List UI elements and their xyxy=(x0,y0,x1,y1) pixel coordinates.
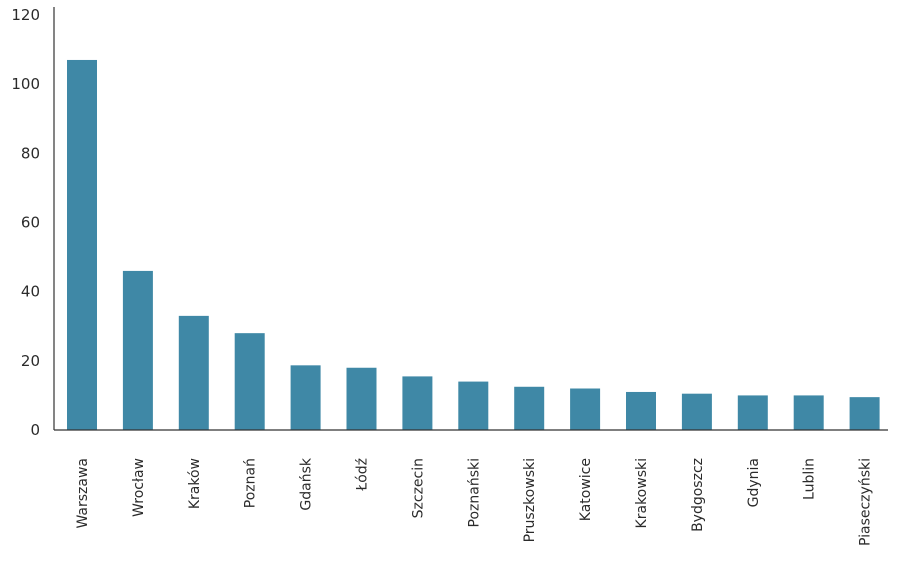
bar xyxy=(402,376,433,430)
x-tick-label: Szczecin xyxy=(410,458,426,518)
bar xyxy=(514,386,545,430)
bars xyxy=(67,59,880,430)
x-tick-label: Poznań xyxy=(243,458,259,508)
y-tick-label: 120 xyxy=(11,6,40,24)
x-tick-label: Pruszkowski xyxy=(522,458,538,542)
y-tick-label: 80 xyxy=(21,144,40,162)
x-tick-label: Lublin xyxy=(802,458,818,500)
x-tick-label: Kraków xyxy=(187,458,203,509)
bar xyxy=(346,367,377,430)
x-tick-label: Katowice xyxy=(578,458,594,521)
x-axis-labels: Warszawa Wrocław Kraków Poznań Gdańsk Łódź Szc… xyxy=(75,457,874,546)
bar xyxy=(458,381,489,430)
bar xyxy=(626,391,656,430)
bar xyxy=(234,333,265,430)
bar xyxy=(122,270,153,430)
x-tick-label: Gdańsk xyxy=(299,457,315,510)
bar xyxy=(681,393,712,430)
bar xyxy=(570,388,601,430)
x-tick-label: Warszawa xyxy=(75,458,91,529)
x-tick-label: Wrocław xyxy=(131,458,147,517)
x-tick-label: Łódź xyxy=(355,458,371,492)
x-tick-label: Krakowski xyxy=(634,458,650,528)
bar xyxy=(793,395,824,430)
bar xyxy=(290,365,321,430)
bar xyxy=(67,59,97,430)
y-tick-label: 100 xyxy=(11,75,40,93)
y-axis-ticks: 0 20 40 60 80 100 120 xyxy=(11,6,40,439)
bar xyxy=(849,397,880,430)
y-tick-label: 20 xyxy=(21,352,40,370)
x-tick-label: Piaseczyński xyxy=(858,458,874,546)
bar xyxy=(737,395,768,430)
x-tick-label: Bydgoszcz xyxy=(690,458,706,532)
y-tick-label: 60 xyxy=(21,214,40,232)
y-tick-label: 0 xyxy=(30,421,40,439)
bar xyxy=(178,315,209,430)
x-tick-label: Poznański xyxy=(466,458,482,527)
y-tick-label: 40 xyxy=(21,283,40,301)
x-tick-label: Gdynia xyxy=(746,458,762,507)
